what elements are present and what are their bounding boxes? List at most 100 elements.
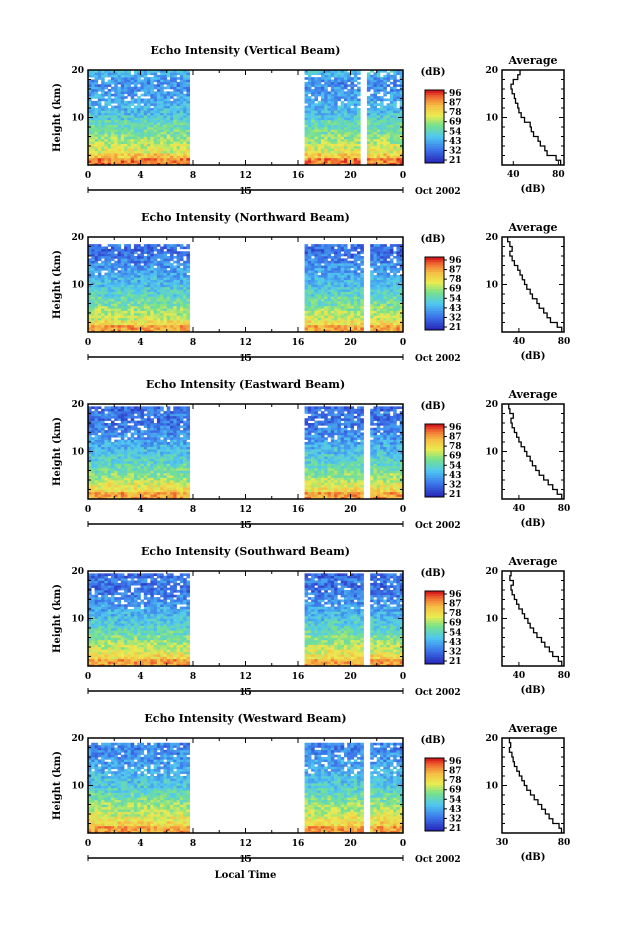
colorbar-swatch xyxy=(425,298,444,302)
colorbar-swatch xyxy=(425,455,444,459)
panel-title: Echo Intensity (Northward Beam) xyxy=(141,211,350,224)
colorbar-swatch xyxy=(425,787,444,791)
colorbar-swatch xyxy=(425,770,444,773)
colorbar-swatch xyxy=(425,470,444,474)
colorbar-swatch xyxy=(425,654,444,658)
colorbar-tick-label: 54 xyxy=(449,127,462,137)
x-tick-label: 20 xyxy=(344,672,357,682)
average-profile-line xyxy=(506,237,563,332)
avg-y-tick-label: 10 xyxy=(485,782,498,792)
avg-y-tick-label: 10 xyxy=(485,281,498,291)
colorbar-tick-label: 69 xyxy=(449,786,462,796)
avg-x-tick-label: 80 xyxy=(558,838,571,848)
heatmap-cells xyxy=(88,70,404,166)
colorbar-swatch xyxy=(425,625,444,628)
month-label: Oct 2002 xyxy=(415,187,461,197)
colorbar-swatch xyxy=(425,799,444,803)
colorbar-swatch xyxy=(425,487,444,491)
colorbar-swatch xyxy=(425,598,444,602)
y-tick-label: 10 xyxy=(71,114,84,124)
colorbar-swatch xyxy=(425,772,444,776)
colorbar-swatch xyxy=(425,804,444,808)
colorbar-swatch xyxy=(425,158,444,161)
colorbar-swatch xyxy=(425,257,444,260)
x-tick-label: 12 xyxy=(239,839,252,849)
colorbar-swatch xyxy=(425,475,444,478)
colorbar-swatch xyxy=(425,821,444,825)
colorbar-swatch xyxy=(425,809,444,812)
x-tick-label: 0 xyxy=(400,338,406,348)
colorbar-swatch xyxy=(425,138,444,142)
colorbar-swatch xyxy=(425,453,444,457)
colorbar-swatch xyxy=(425,433,444,437)
colorbar-swatch xyxy=(425,274,444,277)
colorbar-swatch xyxy=(425,90,444,93)
x-tick-label: 0 xyxy=(85,672,91,682)
colorbar-tick-label: 78 xyxy=(449,108,462,118)
colorbar-swatch xyxy=(425,104,444,108)
colorbar-tick-label: 54 xyxy=(449,628,462,638)
colorbar-swatch xyxy=(425,591,444,594)
colorbar-tick-label: 87 xyxy=(449,99,462,109)
colorbar xyxy=(425,257,444,331)
colorbar-swatch xyxy=(425,278,444,282)
colorbar-swatch xyxy=(425,305,444,309)
colorbar-swatch xyxy=(425,796,444,800)
y-tick-label: 10 xyxy=(71,281,84,291)
colorbar-swatch xyxy=(425,627,444,631)
x-tick-label: 0 xyxy=(400,505,406,515)
y-tick-label: 20 xyxy=(71,567,84,577)
colorbar-swatch xyxy=(425,428,444,432)
avg-x-tick-label: 30 xyxy=(496,838,509,848)
colorbar-swatch xyxy=(425,109,444,113)
colorbar-swatch xyxy=(425,266,444,270)
colorbar-swatch xyxy=(425,293,444,297)
x-tick-label: 12 xyxy=(239,171,252,181)
heatmap-cells xyxy=(88,406,404,500)
colorbar-tick-label: 32 xyxy=(449,146,462,156)
x-tick-label: 12 xyxy=(239,505,252,515)
colorbar-swatch xyxy=(425,107,444,110)
colorbar-tick-label: 32 xyxy=(449,480,462,490)
colorbar-swatch xyxy=(425,460,444,464)
x-tick-label: 8 xyxy=(190,672,196,682)
colorbar-swatch xyxy=(425,777,444,781)
colorbar-swatch xyxy=(425,622,444,626)
colorbar-swatch xyxy=(425,458,444,461)
y-tick-label: 20 xyxy=(71,66,84,76)
x-tick-label: 0 xyxy=(85,505,91,515)
colorbar-tick-label: 96 xyxy=(449,757,462,767)
colorbar-swatch xyxy=(425,634,444,638)
colorbar-swatch xyxy=(425,317,444,321)
colorbar-swatch xyxy=(425,651,444,655)
colorbar-swatch xyxy=(425,620,444,624)
colorbar-swatch xyxy=(425,116,444,120)
x-axis-label: Local Time xyxy=(215,870,277,881)
avg-x-tick-label: 80 xyxy=(558,671,571,681)
x-tick-label: 4 xyxy=(137,505,143,515)
colorbar-swatch xyxy=(425,312,444,316)
x-tick-label: 16 xyxy=(292,672,305,682)
panel-title: Echo Intensity (Southward Beam) xyxy=(141,545,350,558)
x-tick-label: 0 xyxy=(85,839,91,849)
avg-y-tick-label: 20 xyxy=(485,400,498,410)
colorbar-swatch xyxy=(425,325,444,328)
x-tick-label: 0 xyxy=(400,171,406,181)
colorbar-swatch xyxy=(425,445,444,449)
colorbar-swatch xyxy=(425,327,444,331)
colorbar-swatch xyxy=(425,760,444,764)
colorbar-swatch xyxy=(425,813,444,817)
colorbar-swatch xyxy=(425,610,444,614)
colorbar-tick-label: 21 xyxy=(449,657,462,667)
colorbar-swatch xyxy=(425,264,444,268)
avg-x-tick-label: 40 xyxy=(513,337,526,347)
colorbar-swatch xyxy=(425,782,444,786)
colorbar-swatch xyxy=(425,148,444,152)
colorbar-tick-label: 96 xyxy=(449,256,462,266)
y-tick-label: 10 xyxy=(71,782,84,792)
colorbar-swatch xyxy=(425,603,444,606)
colorbar-swatch xyxy=(425,126,444,130)
date-tick-label: 15 xyxy=(239,354,252,364)
beam-panel-2: Echo Intensity (Eastward Beam) 0 4 8 12 16 20 0… xyxy=(52,378,570,531)
